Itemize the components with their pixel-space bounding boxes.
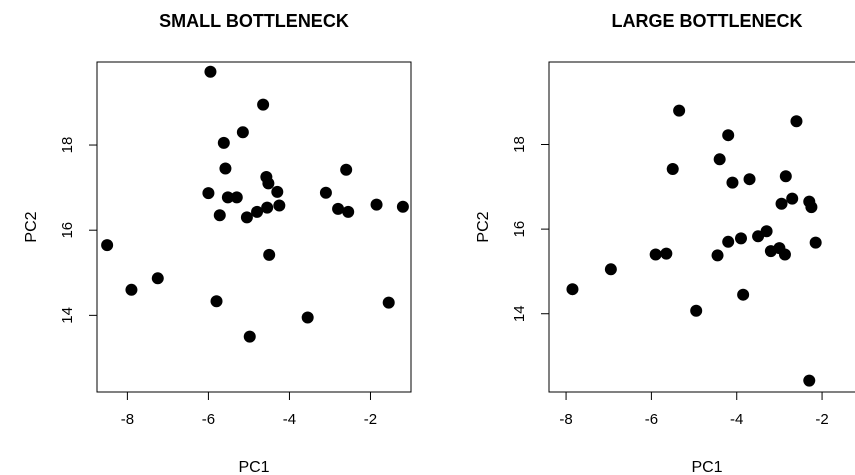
data-point (649, 248, 662, 261)
data-point (217, 136, 230, 149)
x-axis-label: PC1 (238, 459, 269, 475)
panel-small-bottleneck: SMALL BOTTLENECK PC1 PC2 -8 -6 -4 -2 14 16 18 (23, 11, 412, 475)
data-point (737, 288, 750, 301)
data-point (735, 232, 747, 245)
axis-ticks: -8 -6 -4 -2 14 16 18 (59, 137, 377, 428)
x-tick-label: -6 (645, 411, 658, 428)
data-point (760, 225, 773, 238)
y-tick-label: 14 (511, 305, 528, 322)
data-point (722, 129, 735, 142)
y-tick-label: 16 (59, 222, 76, 239)
x-tick-label: -8 (559, 411, 572, 428)
data-point (786, 192, 799, 205)
data-point (261, 201, 274, 214)
data-point (566, 283, 579, 296)
axis-ticks: -8 -6 -4 -2 14 16 18 (511, 136, 829, 428)
data-point (236, 126, 249, 139)
data-point (743, 173, 756, 186)
data-point (711, 249, 724, 262)
data-point (240, 211, 253, 224)
data-point (219, 162, 232, 175)
x-tick-label: -8 (121, 411, 134, 428)
data-point (690, 304, 703, 317)
y-tick-label: 18 (511, 136, 528, 153)
y-axis-label: PC2 (23, 211, 40, 242)
data-point (221, 191, 234, 204)
data-point (273, 199, 286, 212)
x-tick-label: -2 (815, 411, 828, 428)
chart-title: LARGE BOTTLENECK (612, 11, 803, 31)
data-point (660, 247, 673, 260)
x-tick-label: -2 (364, 411, 377, 428)
data-point (342, 205, 355, 218)
data-points (566, 104, 822, 387)
data-point (243, 330, 256, 343)
data-point (803, 374, 816, 387)
data-point (262, 177, 275, 190)
data-point (151, 272, 164, 285)
data-point (790, 115, 803, 128)
data-point (779, 170, 792, 183)
data-point (319, 186, 332, 199)
data-point (101, 239, 114, 252)
chart-title: SMALL BOTTLENECK (159, 11, 349, 31)
data-point (301, 311, 314, 324)
data-point (604, 263, 617, 276)
data-point (263, 248, 276, 261)
data-point (370, 198, 383, 211)
data-points (101, 65, 409, 343)
y-axis-label: PC2 (475, 211, 492, 242)
data-point (809, 236, 822, 249)
data-point (204, 65, 217, 78)
data-point (202, 187, 215, 200)
x-tick-label: -4 (283, 411, 296, 428)
y-tick-label: 18 (59, 137, 76, 154)
data-point (230, 191, 243, 204)
data-point (666, 163, 679, 176)
data-point (713, 153, 726, 166)
data-point (125, 283, 138, 296)
data-point (775, 197, 788, 210)
data-point (210, 295, 223, 308)
data-point (805, 201, 818, 214)
data-point (213, 209, 226, 222)
data-point (722, 235, 735, 248)
x-axis-label: PC1 (691, 459, 722, 475)
plot-frame (96, 61, 412, 393)
data-point (778, 248, 791, 261)
data-point (382, 296, 395, 309)
data-point (271, 185, 284, 198)
x-tick-label: -4 (730, 411, 743, 428)
data-point (332, 202, 345, 215)
plot-frame (548, 61, 855, 393)
data-point (673, 104, 686, 117)
data-point (251, 205, 264, 218)
data-point (726, 176, 739, 189)
data-point (257, 98, 270, 111)
data-point (340, 163, 353, 176)
x-tick-label: -6 (202, 411, 215, 428)
panel-large-bottleneck: LARGE BOTTLENECK PC1 PC2 -8 -6 -4 -2 14 16 18 (475, 11, 855, 475)
data-point (396, 200, 409, 213)
y-tick-label: 14 (59, 307, 76, 324)
y-tick-label: 16 (511, 221, 528, 238)
